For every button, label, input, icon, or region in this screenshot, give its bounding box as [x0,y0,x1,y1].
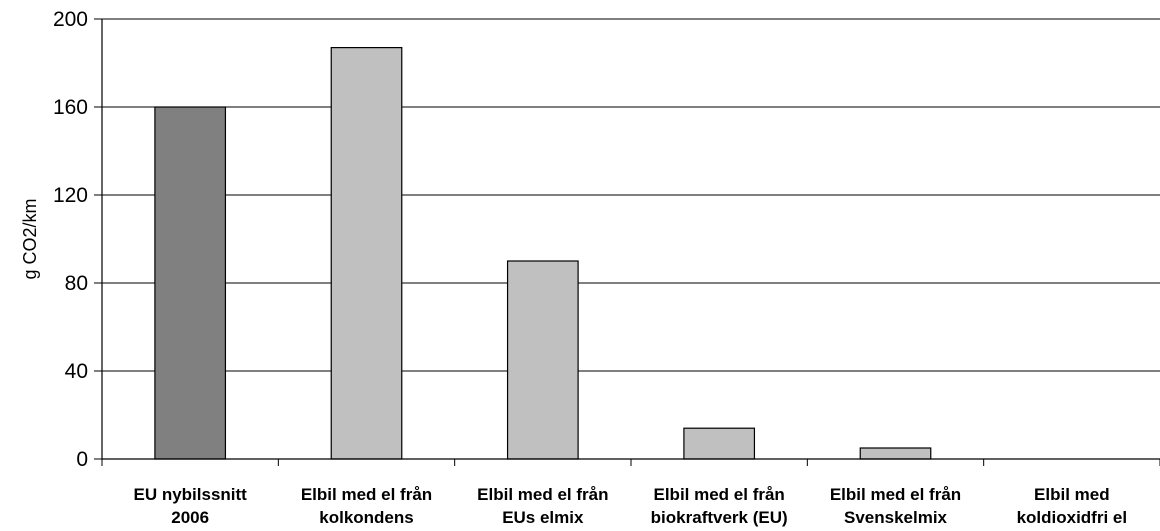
x-tick-label-line: kolkondens [319,508,413,527]
bar [859,447,932,460]
x-tick-label-line: 2006 [171,508,209,527]
bars [154,46,932,460]
x-tick-label-line: Elbil med el från [477,485,608,504]
x-tick-label: Elbil med el från EUs elmix [477,485,608,527]
x-tick-label: Elbil med koldioxidfri el [1017,485,1128,527]
bar [330,46,403,460]
grid-lines [102,18,1160,372]
y-tick-label: 80 [65,272,88,295]
x-tick-label-line: EUs elmix [502,508,584,527]
x-tick-label-line: biokraftverk (EU) [651,508,788,527]
x-tick-label: Elbil med el från kolkondens [301,485,432,527]
x-tick-label-line: Svenskelmix [844,508,948,527]
y-tick-label: 0 [76,448,88,471]
x-tick-label-line: Elbil med el från [654,485,785,504]
y-tick-label: 120 [53,184,88,207]
x-tick-label-line: koldioxidfri el [1017,508,1128,527]
x-tick-label-line: Elbil med el från [830,485,961,504]
axes [101,19,1160,460]
x-tick-label: Elbil med el från biokraftverk (EU) [651,485,788,527]
x-tick-label: EU nybilssnitt 2006 [133,485,247,527]
bar [506,260,579,460]
bar [154,106,227,460]
x-tick-label: Elbil med el från Svenskelmix [830,485,961,527]
bar [683,427,756,460]
y-tick-labels: 0 40 80 120 160 200 [53,8,102,471]
y-tick-label: 160 [53,96,88,119]
x-tick-labels: EU nybilssnitt 2006 Elbil med el från kolko… [101,459,1160,527]
x-tick-label-line: EU nybilssnitt [133,485,247,504]
x-tick-label-line: Elbil med [1034,485,1110,504]
y-tick-label: 40 [65,360,88,383]
y-axis-title: g CO2/km [20,198,40,279]
y-tick-label: 200 [53,8,88,31]
x-tick-label-line: Elbil med el från [301,485,432,504]
